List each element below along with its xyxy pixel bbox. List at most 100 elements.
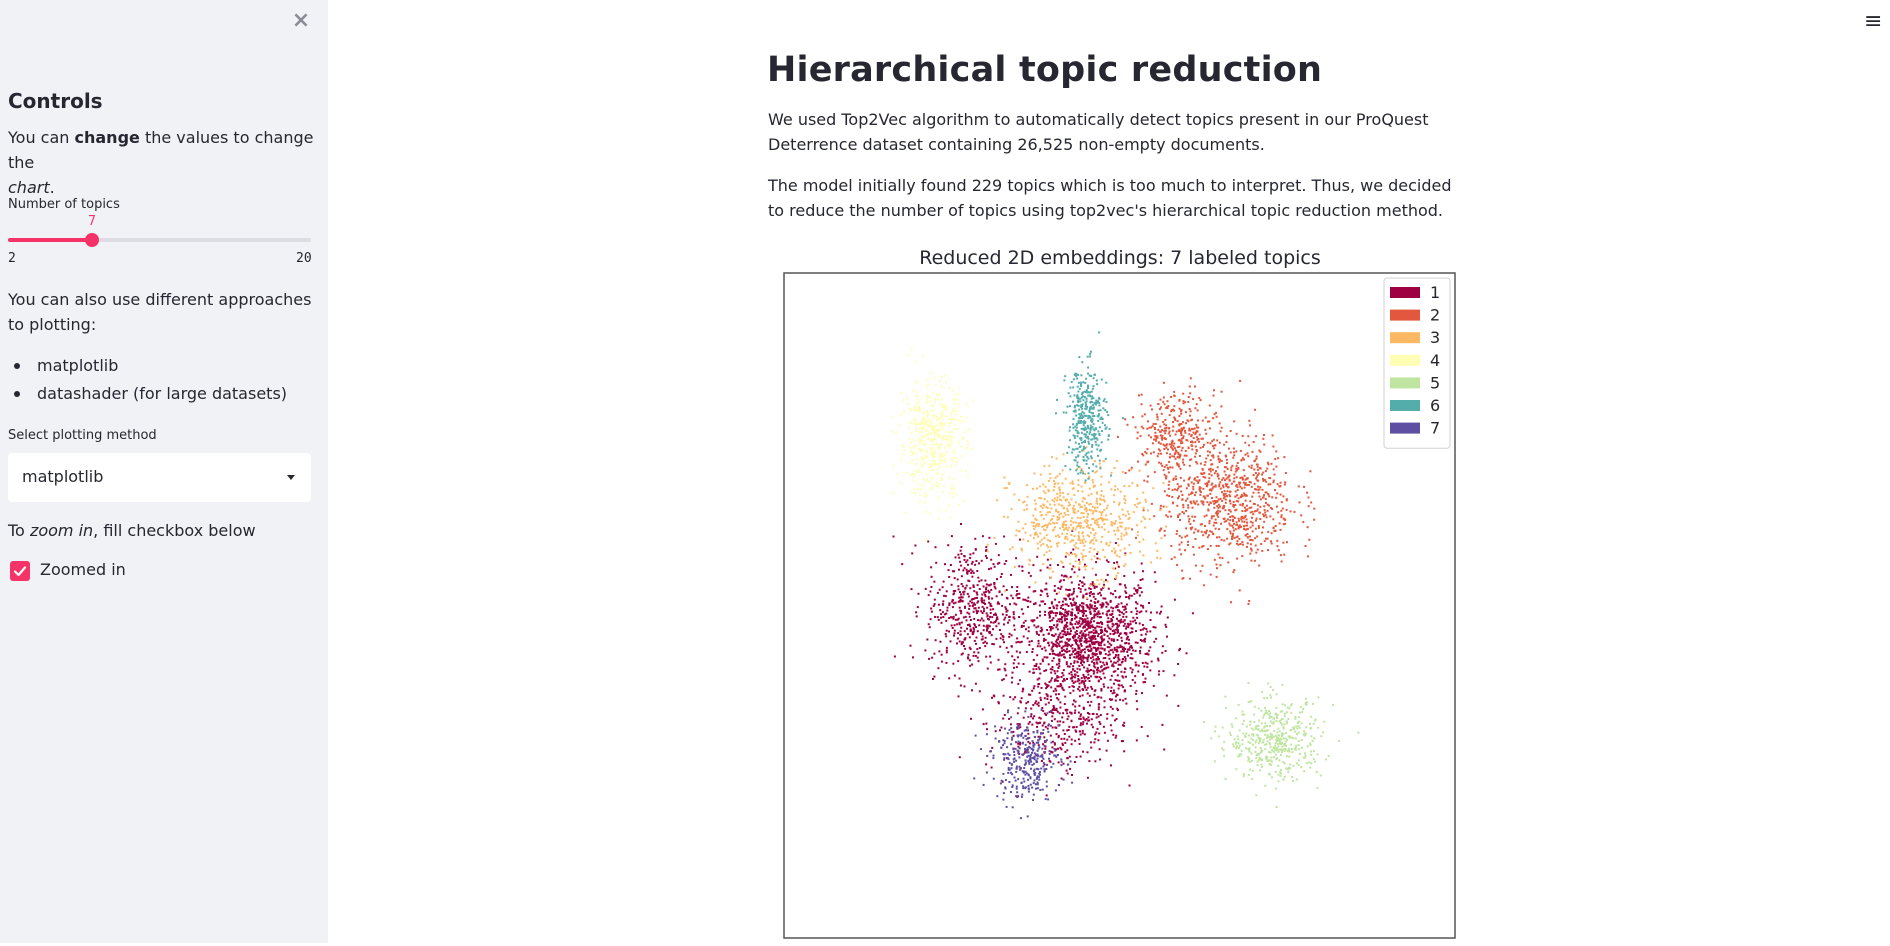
scatter-point — [1067, 610, 1070, 613]
scatter-point — [1159, 507, 1162, 510]
scatter-point — [1106, 624, 1109, 627]
scatter-point — [1107, 654, 1110, 657]
scatter-point — [1140, 520, 1143, 523]
scatter-point — [1117, 603, 1120, 606]
scatter-point — [1099, 714, 1102, 716]
scatter-point — [1294, 737, 1297, 740]
scatter-point — [1030, 640, 1033, 643]
scatter-point — [941, 411, 944, 414]
scatter-point — [1064, 574, 1067, 577]
scatter-point — [1222, 517, 1225, 520]
scatter-point — [1191, 526, 1194, 529]
zoom-checkbox[interactable] — [10, 561, 30, 581]
scatter-point — [936, 471, 939, 474]
scatter-point — [924, 442, 927, 445]
scatter-point — [1201, 437, 1204, 440]
scatter-point — [1039, 540, 1042, 543]
scatter-point — [1204, 428, 1207, 431]
scatter-point — [1229, 731, 1231, 734]
scatter-point — [1264, 743, 1267, 746]
scatter-point — [1134, 661, 1137, 664]
close-icon[interactable]: × — [291, 8, 311, 33]
scatter-point — [1062, 453, 1065, 456]
scatter-point — [1003, 562, 1006, 565]
scatter-point — [1070, 653, 1073, 656]
slider-thumb[interactable] — [85, 233, 100, 247]
scatter-point — [917, 407, 920, 410]
scatter-point — [1248, 750, 1251, 753]
scatter-point — [941, 491, 944, 494]
scatter-point — [1025, 508, 1028, 511]
scatter-point — [1255, 488, 1258, 491]
scatter-point — [1106, 630, 1108, 633]
scatter-point — [925, 422, 928, 425]
scatter-point — [1297, 740, 1300, 742]
scatter-point — [1286, 749, 1289, 752]
scatter-point — [1248, 748, 1251, 751]
scatter-chart: Reduced 2D embeddings: 7 labeled topics … — [770, 242, 1470, 942]
scatter-point — [1083, 684, 1086, 687]
scatter-point — [1080, 651, 1082, 654]
scatter-point — [1032, 658, 1035, 661]
scatter-point — [1059, 683, 1062, 685]
scatter-point — [1100, 475, 1103, 478]
scatter-point — [1259, 758, 1262, 761]
topics-slider[interactable] — [8, 233, 311, 247]
scatter-point — [1063, 511, 1066, 514]
scatter-point — [1282, 727, 1285, 730]
scatter-point — [1113, 467, 1116, 469]
scatter-point — [1053, 584, 1056, 587]
scatter-point — [1070, 520, 1072, 523]
scatter-point — [1188, 408, 1191, 410]
scatter-point — [1313, 719, 1316, 722]
scatter-point — [996, 602, 999, 605]
scatter-point — [1068, 526, 1071, 529]
scatter-point — [1276, 539, 1279, 542]
scatter-point — [1274, 753, 1277, 756]
scatter-point — [1094, 666, 1097, 669]
scatter-point — [1090, 675, 1093, 678]
scatter-point — [965, 568, 968, 571]
scatter-point — [991, 696, 993, 699]
scatter-point — [1125, 632, 1128, 635]
scatter-point — [1089, 429, 1092, 431]
scatter-point — [1115, 693, 1118, 696]
scatter-point — [913, 475, 916, 478]
scatter-point — [1089, 547, 1092, 550]
scatter-point — [1233, 480, 1236, 483]
scatter-point — [1087, 649, 1090, 652]
scatter-point — [1280, 509, 1283, 512]
scatter-point — [947, 544, 950, 547]
scatter-point — [1105, 601, 1108, 604]
scatter-point — [1249, 539, 1252, 541]
scatter-point — [1118, 503, 1120, 506]
scatter-point — [910, 450, 913, 452]
scatter-point — [1042, 563, 1045, 566]
scatter-point — [1077, 538, 1080, 541]
scatter-point — [1216, 472, 1219, 475]
scatter-point — [956, 637, 959, 640]
scatter-point — [954, 556, 957, 559]
scatter-point — [1146, 666, 1149, 669]
plotting-method-select[interactable]: matplotlib — [8, 453, 311, 502]
scatter-point — [1061, 653, 1064, 656]
scatter-point — [1200, 530, 1203, 533]
scatter-point — [1077, 653, 1080, 656]
scatter-point — [1060, 748, 1063, 751]
scatter-point — [951, 606, 954, 609]
scatter-point — [934, 616, 937, 618]
scatter-point — [1005, 674, 1008, 677]
checkbox-label[interactable]: Zoomed in — [40, 560, 126, 579]
scatter-point — [1060, 737, 1063, 740]
scatter-point — [1252, 513, 1255, 516]
scatter-point — [1082, 596, 1085, 599]
scatter-point — [1209, 442, 1212, 445]
scatter-point — [1032, 521, 1035, 524]
scatter-point — [1142, 509, 1145, 512]
scatter-point — [1085, 641, 1088, 644]
scatter-point — [1092, 658, 1095, 661]
approach-label: matplotlib — [37, 356, 119, 375]
scatter-point — [1032, 704, 1035, 706]
scatter-point — [1052, 607, 1055, 610]
hamburger-menu-icon[interactable]: ≡ — [1864, 9, 1883, 34]
